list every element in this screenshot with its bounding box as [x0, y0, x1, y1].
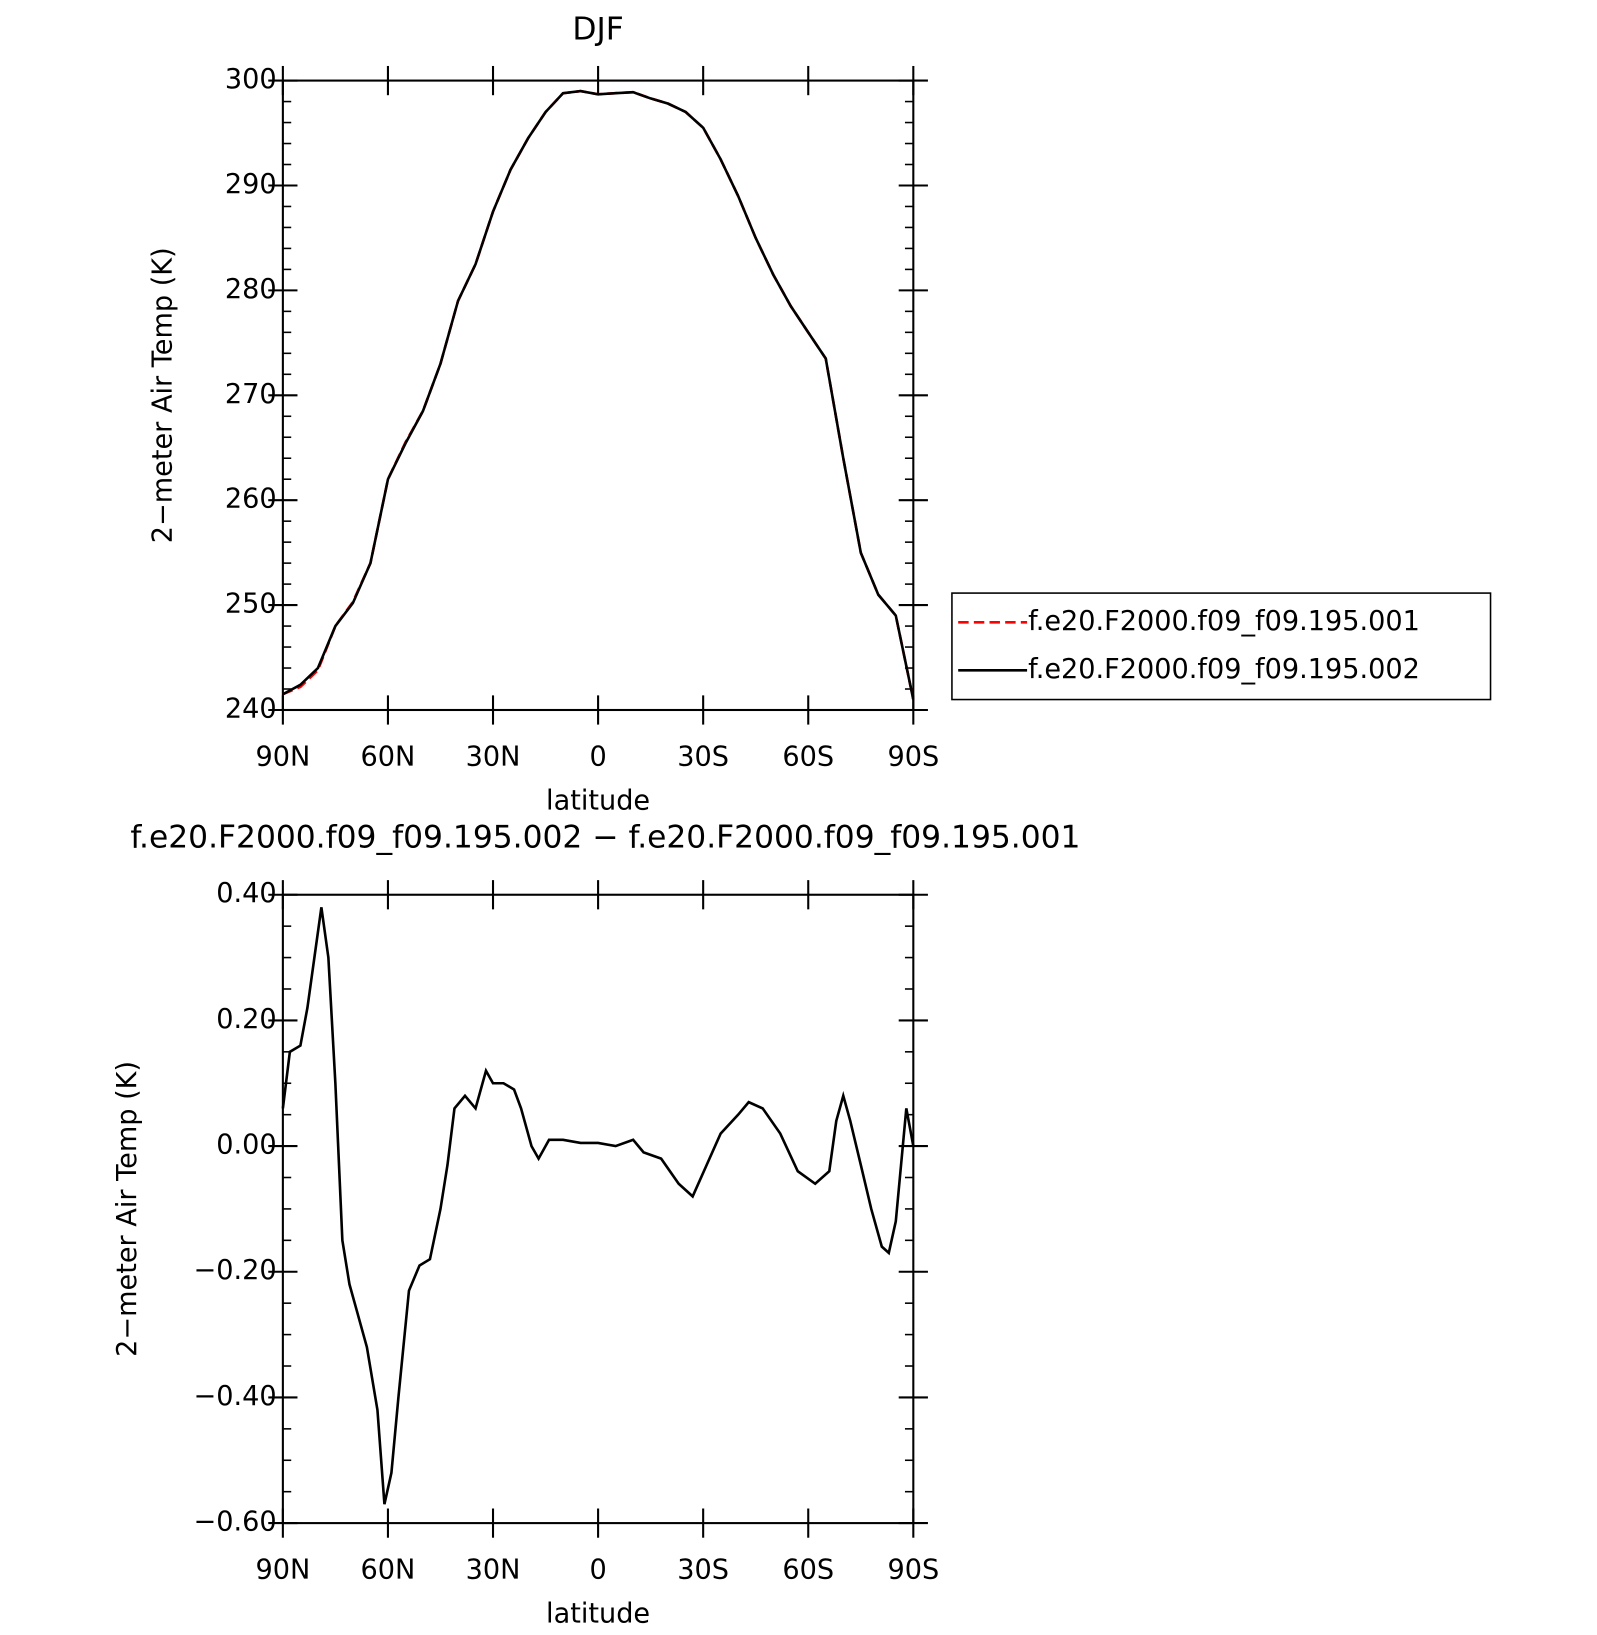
- x-tick-label: 90S: [887, 1555, 939, 1586]
- x-tick-label: 90N: [255, 742, 310, 773]
- x-tick-label: 30N: [466, 1555, 521, 1586]
- x-tick-label: 60N: [361, 1555, 416, 1586]
- x-axis-label: latitude: [546, 785, 650, 816]
- x-tick-label: 60S: [782, 1555, 834, 1586]
- y-tick-label: 300: [225, 64, 277, 95]
- y-tick-label: 0.20: [216, 1004, 276, 1035]
- chart-title: DJF: [572, 11, 623, 47]
- y-tick-label: 240: [225, 693, 277, 724]
- x-tick-label: 90N: [255, 1555, 310, 1586]
- x-tick-label: 90S: [887, 742, 939, 773]
- x-tick-label: 60S: [782, 742, 834, 773]
- x-tick-label: 0: [589, 1555, 606, 1586]
- y-tick-label: 0.40: [216, 878, 276, 909]
- x-tick-label: 60N: [361, 742, 416, 773]
- data-line: [282, 89, 915, 700]
- chart-title: f.e20.F2000.f09_f09.195.002 − f.e20.F200…: [130, 819, 1080, 855]
- x-tick-label: 30N: [466, 742, 521, 773]
- y-tick-label: −0.20: [193, 1255, 276, 1286]
- x-tick-label: 30S: [677, 742, 729, 773]
- y-tick-label: 260: [225, 484, 277, 515]
- x-tick-label: 30S: [677, 1555, 729, 1586]
- data-line: [282, 89, 915, 700]
- y-tick-label: 250: [225, 589, 277, 620]
- y-tick-label: 0.00: [216, 1130, 276, 1161]
- plot-frame: [281, 893, 915, 1525]
- y-tick-label: −0.60: [193, 1507, 276, 1538]
- plot-frame: [281, 79, 915, 712]
- y-tick-label: 270: [225, 379, 277, 410]
- x-tick-label: 0: [589, 742, 606, 773]
- legend-label: f.e20.F2000.f09_f09.195.001: [1028, 606, 1420, 637]
- y-tick-label: 280: [225, 274, 277, 305]
- y-axis-label: 2−meter Air Temp (K): [112, 1061, 143, 1357]
- y-tick-label: 290: [225, 169, 277, 200]
- legend-box: [951, 592, 1492, 701]
- data-line: [281, 907, 915, 1505]
- y-axis-label: 2−meter Air Temp (K): [147, 247, 178, 543]
- y-tick-label: −0.40: [193, 1381, 276, 1412]
- x-axis-label: latitude: [546, 1598, 650, 1629]
- legend-label: f.e20.F2000.f09_f09.195.002: [1028, 654, 1420, 685]
